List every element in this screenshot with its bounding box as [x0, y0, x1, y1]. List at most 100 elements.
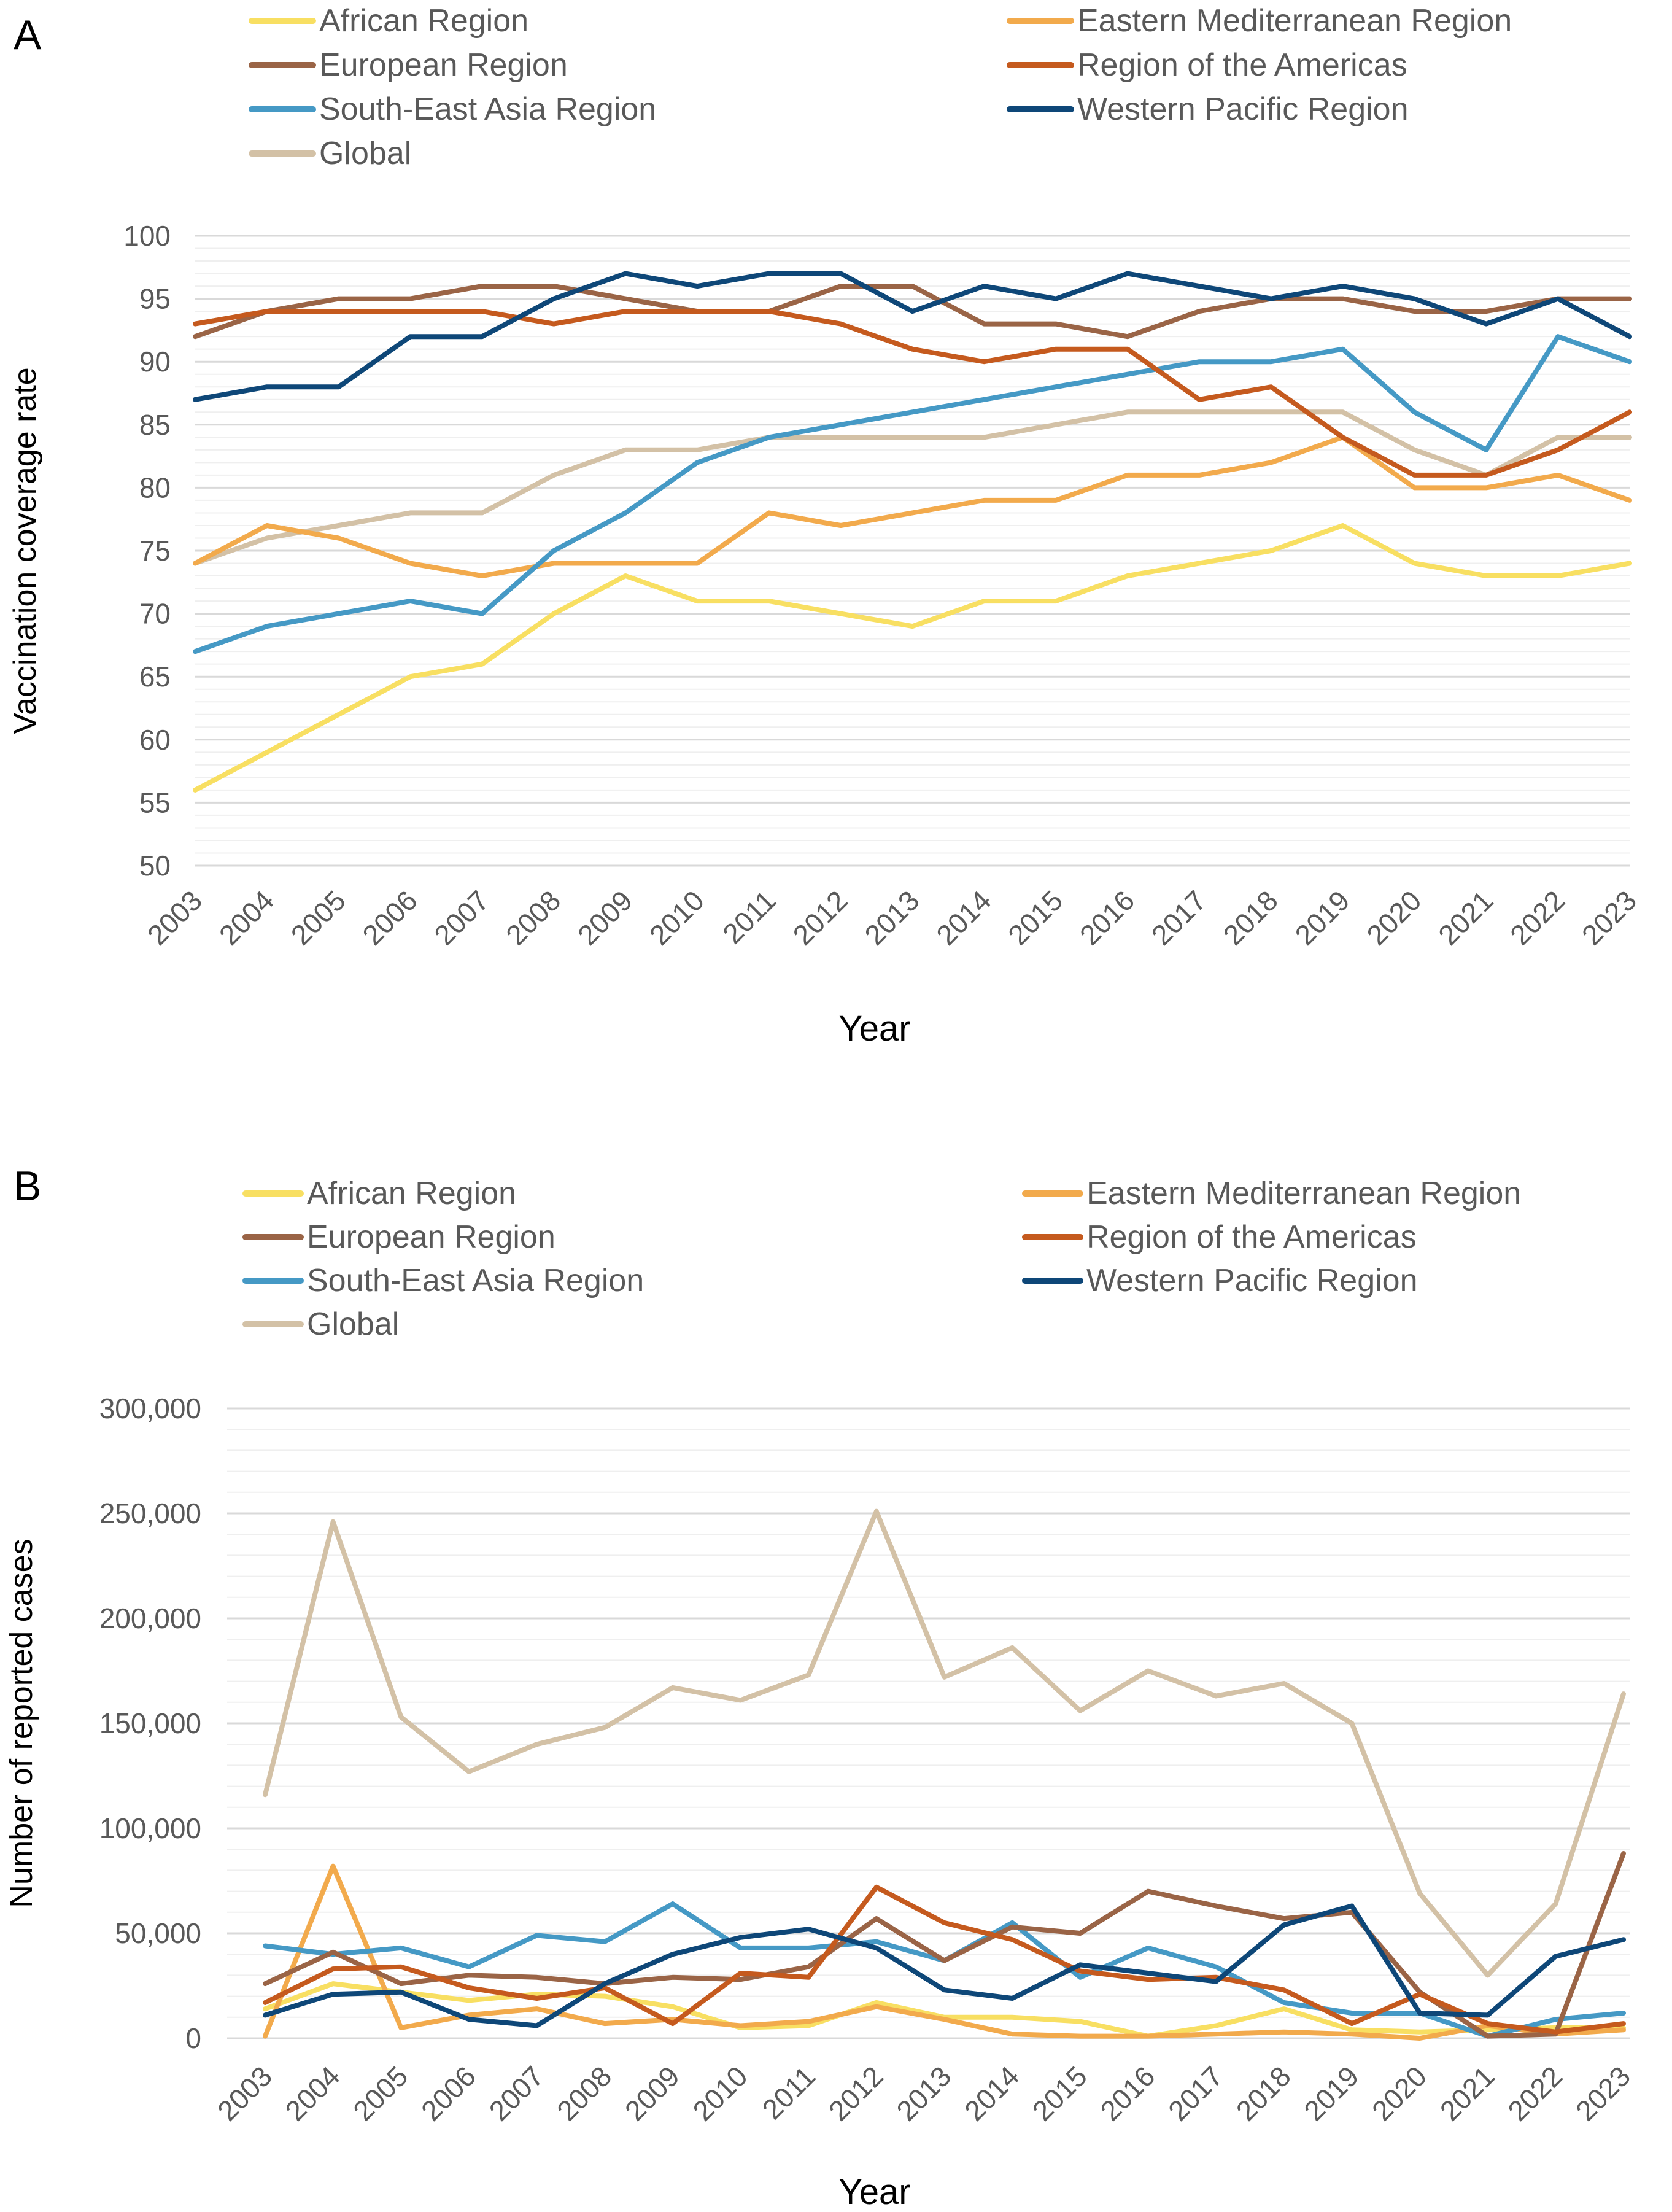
y-tick-label: 75 [139, 535, 171, 567]
y-tick-label: 60 [139, 724, 171, 756]
x-tick-label: 2010 [643, 884, 710, 951]
legend-label: South-East Asia Region [319, 91, 656, 127]
series-line-eastern-mediterranean-region [263, 1863, 1626, 2041]
series-line-western-pacific-region [263, 1903, 1626, 2028]
x-tick-label: 2014 [930, 884, 997, 951]
legend-item: Eastern Mediterranean Region [1022, 1176, 1521, 1211]
y-tick-label: 95 [139, 283, 171, 315]
series-line-global [193, 409, 1632, 566]
x-tick-label: 2022 [1501, 2060, 1568, 2127]
y-axis-title: Vaccination coverage rate [7, 367, 43, 734]
legend-label: Western Pacific Region [1077, 91, 1409, 127]
x-tick-label: 2019 [1289, 884, 1356, 951]
x-tick-label: 2012 [822, 2060, 889, 2127]
x-tick-label: 2015 [1002, 884, 1069, 951]
legend-item: Global [249, 136, 411, 171]
y-tick-label: 50,000 [115, 1917, 201, 1949]
y-tick-label: 90 [139, 346, 171, 378]
legend-label: European Region [307, 1219, 555, 1255]
panel-label: A [14, 12, 42, 58]
x-tick-label: 2021 [1434, 2060, 1501, 2127]
x-tick-label: 2012 [787, 884, 854, 951]
x-tick-label: 2023 [1576, 884, 1643, 951]
legend-label: Global [307, 1306, 399, 1342]
series-line-south-east-asia-region [193, 334, 1632, 654]
legend-item: Western Pacific Region [1022, 1263, 1418, 1298]
x-tick-label: 2023 [1569, 2060, 1636, 2127]
y-tick-label: 55 [139, 786, 171, 818]
legend-label: African Region [307, 1176, 516, 1211]
x-tick-label: 2007 [428, 884, 495, 951]
x-tick-label: 2019 [1298, 2060, 1364, 2127]
x-tick-label: 2005 [285, 884, 352, 951]
x-tick-label: 2011 [716, 884, 782, 950]
legend-label: European Region [319, 47, 568, 83]
y-tick-label: 0 [185, 2022, 201, 2054]
x-tick-label: 2003 [211, 2060, 278, 2127]
y-tick-label: 200,000 [99, 1602, 201, 1634]
series-line-eastern-mediterranean-region [193, 435, 1632, 578]
x-tick-label: 2018 [1217, 884, 1284, 951]
legend-item: South-East Asia Region [242, 1263, 644, 1298]
x-tick-label: 2003 [141, 884, 208, 951]
legend-item: African Region [249, 3, 528, 39]
x-tick-label: 2015 [1026, 2060, 1093, 2127]
series-line-global [263, 1508, 1626, 1978]
x-tick-label: 2021 [1432, 884, 1499, 951]
legend-label: Global [319, 136, 411, 171]
legend-label: South-East Asia Region [307, 1263, 644, 1298]
legend-item: European Region [249, 47, 568, 83]
x-tick-label: 2013 [858, 884, 925, 951]
series-line-region-of-the-americas [263, 1884, 1626, 2035]
x-tick-label: 2008 [551, 2060, 617, 2127]
legend-item: Region of the Americas [1022, 1219, 1417, 1255]
x-tick-label: 2006 [415, 2060, 482, 2127]
y-tick-label: 100,000 [99, 1812, 201, 1844]
legend-item: Eastern Mediterranean Region [1007, 3, 1512, 39]
y-tick-label: 70 [139, 598, 171, 630]
x-tick-label: 2011 [756, 2060, 822, 2125]
panel-a: A 50 55 60 65 70 75 80 85 90 95 100 2003 2004 2005 2006… [7, 3, 1643, 1049]
legend-label: Eastern Mediterranean Region [1077, 3, 1512, 39]
y-tick-label: 50 [139, 850, 171, 882]
x-tick-label: 2020 [1366, 2060, 1433, 2127]
series-line-western-pacific-region [193, 271, 1632, 402]
x-tick-label: 2017 [1145, 884, 1212, 951]
series-line-european-region [193, 284, 1632, 340]
legend-item: Region of the Americas [1007, 47, 1407, 83]
x-tick-label: 2010 [686, 2060, 753, 2127]
x-tick-label: 2008 [500, 884, 567, 951]
x-tick-label: 2007 [483, 2060, 550, 2127]
legend-label: African Region [319, 3, 528, 39]
x-tick-label: 2022 [1504, 884, 1571, 951]
x-tick-label: 2009 [619, 2060, 686, 2127]
y-tick-label: 80 [139, 472, 171, 503]
x-tick-label: 2016 [1094, 2060, 1161, 2127]
x-tick-label: 2006 [356, 884, 423, 951]
y-axis-title: Number of reported cases [4, 1539, 39, 1907]
y-tick-label: 150,000 [99, 1707, 201, 1739]
legend-label: Region of the Americas [1086, 1219, 1417, 1255]
legend-label: Western Pacific Region [1086, 1263, 1418, 1298]
series-line-european-region [263, 1851, 1626, 2039]
x-tick-label: 2004 [279, 2060, 346, 2127]
x-axis-title: Year [838, 1009, 910, 1049]
series-line-african-region [193, 523, 1632, 793]
panel-label: B [14, 1163, 41, 1209]
x-axis-title: Year [838, 2172, 910, 2212]
legend-label: Eastern Mediterranean Region [1086, 1176, 1521, 1211]
legend-item: Western Pacific Region [1007, 91, 1409, 127]
y-tick-label: 100 [123, 220, 171, 252]
x-tick-label: 2013 [890, 2060, 957, 2127]
x-tick-label: 2009 [571, 884, 638, 951]
panel-b: B 0 50,000 100,000 150,000 200,000 250,000 300,… [4, 1163, 1636, 2212]
legend-item: South-East Asia Region [249, 91, 656, 127]
x-tick-label: 2004 [213, 884, 280, 951]
x-tick-label: 2018 [1230, 2060, 1297, 2127]
x-tick-label: 2017 [1162, 2060, 1229, 2127]
series-line-region-of-the-americas [193, 309, 1632, 478]
legend-label: Region of the Americas [1077, 47, 1407, 83]
y-tick-label: 65 [139, 661, 171, 693]
